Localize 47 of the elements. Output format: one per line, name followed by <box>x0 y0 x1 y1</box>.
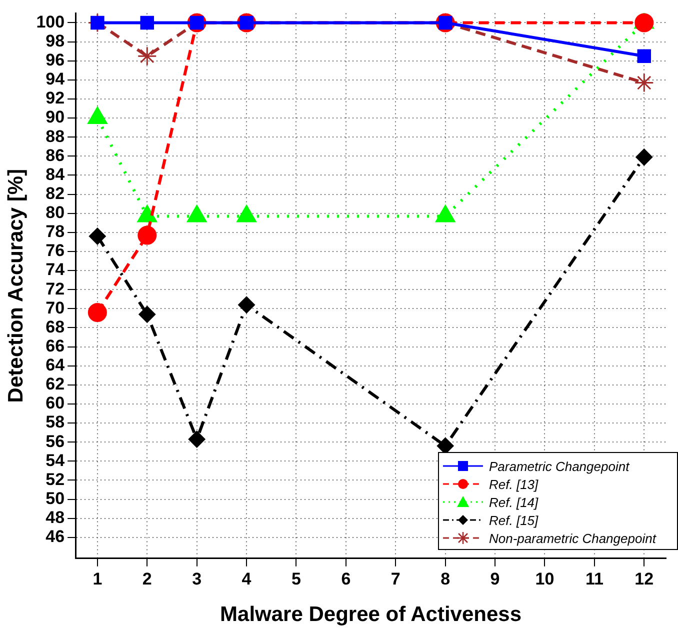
x-tick-label: 8 <box>440 569 450 588</box>
y-tick-label: 52 <box>46 470 65 489</box>
legend-label: Ref. [13] <box>489 476 538 492</box>
x-tick-label: 1 <box>92 569 102 588</box>
y-tick-label: 90 <box>46 108 65 127</box>
x-axis-title: Malware Degree of Activeness <box>220 603 522 626</box>
y-tick-label: 68 <box>46 317 65 336</box>
x-tick-label: 2 <box>142 569 152 588</box>
x-tick-label: 5 <box>291 569 301 588</box>
y-tick-label: 74 <box>46 260 66 280</box>
y-tick-label: 56 <box>46 432 65 451</box>
x-tick-label: 10 <box>535 569 554 588</box>
y-tick-label: 66 <box>46 336 65 356</box>
x-tick-label: 7 <box>390 569 400 588</box>
y-axis-title: Detection Accuracy [%] <box>4 168 28 403</box>
y-tick-label: 76 <box>46 241 65 260</box>
y-tick-label: 96 <box>46 50 65 70</box>
y-tick-label: 94 <box>46 70 66 89</box>
y-tick-label: 70 <box>46 298 65 318</box>
y-tick-label: 84 <box>46 164 66 184</box>
y-tick-label: 46 <box>46 527 65 546</box>
y-tick-label: 80 <box>46 203 65 222</box>
y-tick-label: 54 <box>46 450 66 470</box>
x-tick-label: 12 <box>634 569 654 588</box>
y-tick-label: 72 <box>46 279 65 298</box>
legend-label: Non-parametric Changepoint <box>489 530 656 546</box>
legend-label: Ref. [15] <box>489 512 538 528</box>
legend-label: Ref. [14] <box>489 494 538 510</box>
y-tick-label: 50 <box>46 488 65 508</box>
y-tick-label: 58 <box>46 412 65 432</box>
x-tick-label: 3 <box>192 569 202 588</box>
y-tick-label: 100 <box>36 12 65 32</box>
y-tick-label: 78 <box>46 222 65 242</box>
y-tick-label: 92 <box>46 88 65 108</box>
x-tick-label: 9 <box>490 569 500 588</box>
legend-label: Parametric Changepoint <box>489 458 630 474</box>
y-tick-label: 88 <box>46 126 65 146</box>
x-tick-label: 6 <box>341 569 351 588</box>
x-tick-label: 4 <box>242 569 252 588</box>
x-tick-label: 11 <box>585 569 604 588</box>
y-tick-label: 86 <box>46 146 65 165</box>
y-tick-label: 60 <box>46 394 65 413</box>
y-tick-label: 62 <box>46 374 65 394</box>
y-tick-label: 64 <box>46 356 66 375</box>
y-tick-label: 98 <box>46 31 65 50</box>
y-tick-label: 48 <box>46 508 65 528</box>
y-tick-label: 82 <box>46 184 65 203</box>
